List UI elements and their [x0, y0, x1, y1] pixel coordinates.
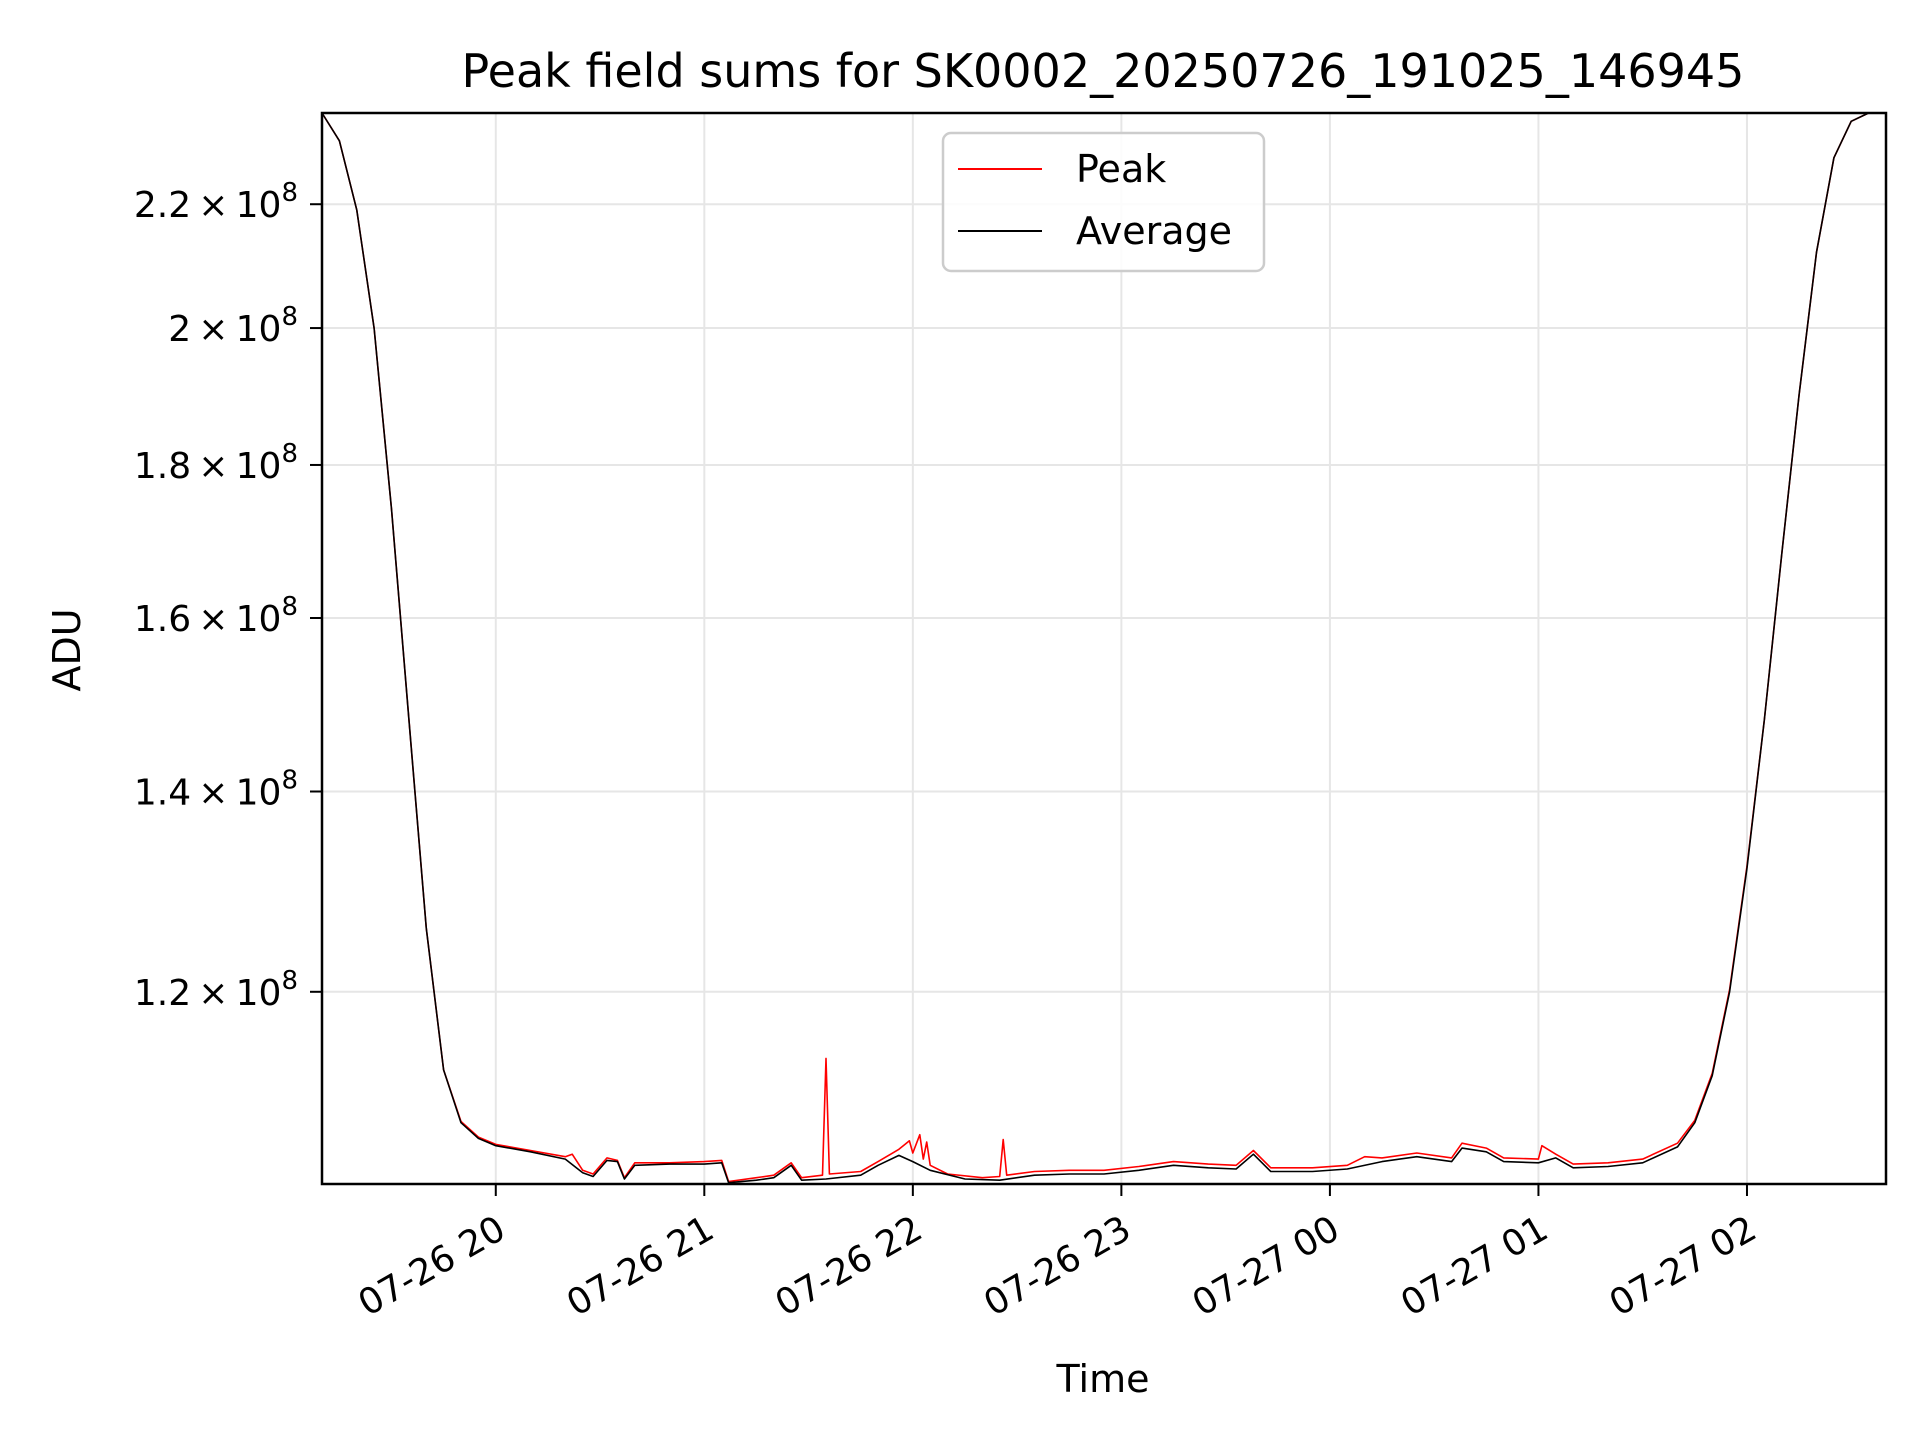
y-axis: 1.2 × 108 1.4 × 108 1.6 × 108 1.8 × 108 2 × …	[134, 178, 322, 1014]
series-line-average	[321, 112, 1886, 1184]
plot-frame	[320, 111, 1888, 1186]
legend-label-average: Average	[1076, 209, 1232, 253]
y-tick-label-4: 2 × 108	[168, 302, 298, 350]
grid-layer	[322, 113, 1886, 1184]
legend-box	[941, 131, 1266, 273]
x-axis-label: Time	[1056, 1357, 1150, 1401]
y-axis-label: ADU	[45, 608, 89, 691]
y-tick-label-5: 2.2 × 108	[134, 178, 298, 226]
y-tick-label-2: 1.6 × 108	[134, 592, 298, 640]
series-line-peak	[321, 112, 1886, 1183]
y-tick-label-3: 1.8 × 108	[134, 439, 298, 487]
series-layer	[321, 112, 1886, 1184]
y-tick-label-0: 1.2 × 108	[134, 966, 298, 1014]
y-tick-label-1: 1.4 × 108	[134, 766, 298, 814]
chart-title: Peak field sums for SK0002_20250726_1910…	[462, 44, 1745, 98]
legend-label-peak: Peak	[1076, 147, 1166, 191]
legend: Peak Average	[941, 131, 1266, 273]
